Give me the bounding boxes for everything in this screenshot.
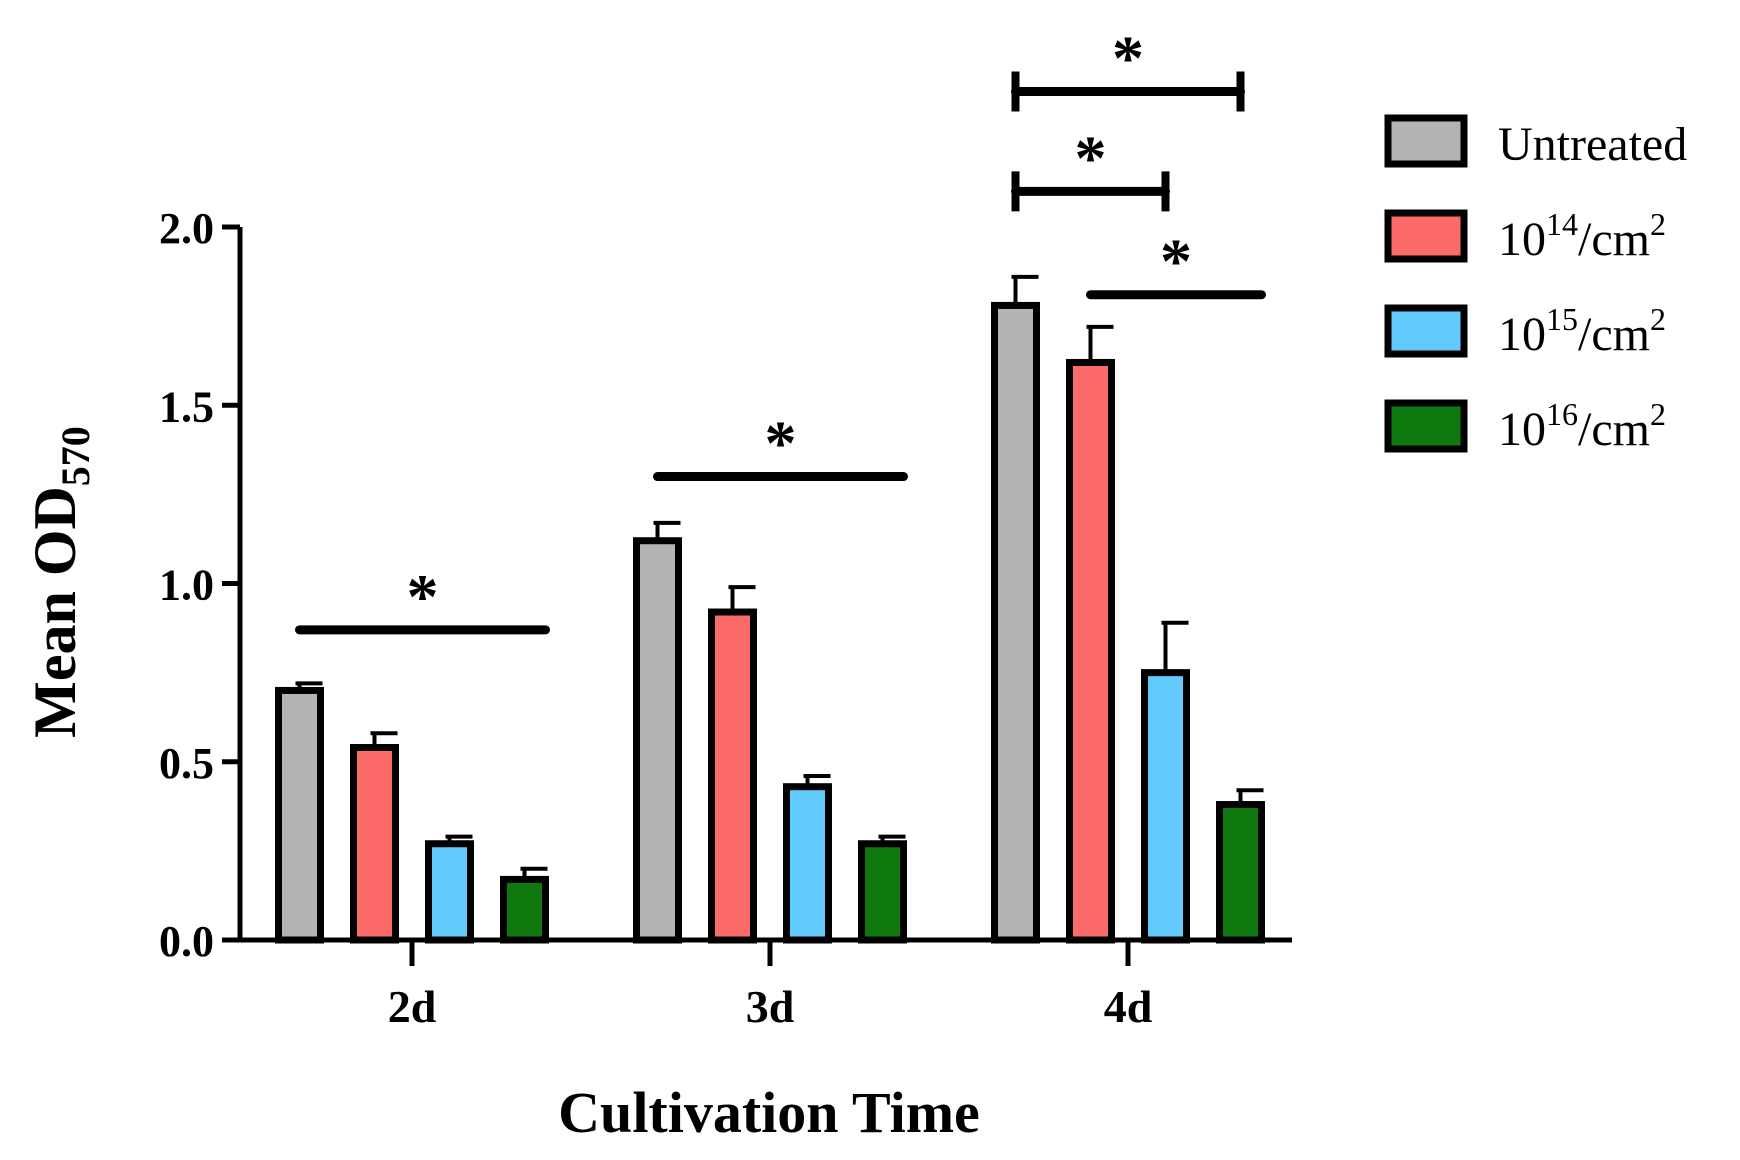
bar bbox=[708, 608, 757, 944]
legend-item: 1016/cm2 bbox=[1384, 396, 1666, 456]
significance-marker: * bbox=[653, 408, 908, 482]
significance-star: * bbox=[765, 408, 797, 479]
legend-swatch bbox=[1384, 209, 1468, 263]
bar bbox=[500, 875, 549, 944]
legend-item: Untreated bbox=[1384, 114, 1687, 171]
legend-swatch bbox=[1384, 114, 1468, 168]
significance-marker: * bbox=[1011, 122, 1170, 212]
y-tick-label: 0.5 bbox=[159, 739, 214, 788]
bar bbox=[425, 840, 474, 944]
y-tick-label: 1.5 bbox=[159, 382, 214, 431]
x-tick-label: 4d bbox=[1104, 981, 1153, 1032]
significance-star: * bbox=[1160, 226, 1192, 297]
bar bbox=[633, 537, 682, 944]
bar bbox=[783, 783, 832, 944]
significance-marker: * bbox=[1011, 23, 1245, 112]
y-tick-label: 2.0 bbox=[159, 204, 214, 253]
y-tick-label: 1.0 bbox=[159, 561, 214, 610]
legend-swatch bbox=[1384, 399, 1468, 453]
x-axis-label: Cultivation Time bbox=[558, 1080, 980, 1145]
bar bbox=[1216, 801, 1265, 944]
y-axis-label-base: Mean OD bbox=[22, 486, 88, 738]
y-axis-label-subscript: 570 bbox=[53, 426, 98, 486]
legend-label: Untreated bbox=[1498, 118, 1687, 171]
bar bbox=[1141, 669, 1190, 944]
x-tick-label: 3d bbox=[746, 981, 795, 1032]
significance-star: * bbox=[1112, 23, 1144, 94]
legend-item: 1015/cm2 bbox=[1384, 301, 1666, 361]
bar bbox=[350, 743, 399, 944]
legend-swatch bbox=[1384, 304, 1468, 358]
significance-star: * bbox=[407, 561, 439, 632]
y-axis-label: Mean OD570 bbox=[22, 426, 98, 738]
y-tick-label: 0.0 bbox=[159, 917, 214, 966]
significance-marker: * bbox=[1086, 226, 1266, 300]
legend-item: 1014/cm2 bbox=[1384, 206, 1666, 266]
legend-label: 1015/cm2 bbox=[1498, 301, 1666, 361]
bar bbox=[858, 840, 907, 944]
legend-label: 1014/cm2 bbox=[1498, 206, 1666, 266]
significance-marker: * bbox=[295, 561, 550, 635]
legend-label: 1016/cm2 bbox=[1498, 396, 1666, 456]
bar bbox=[275, 686, 324, 944]
significance-star: * bbox=[1075, 122, 1107, 193]
bar bbox=[991, 301, 1040, 944]
x-tick-label: 2d bbox=[388, 981, 437, 1032]
bar bbox=[1066, 358, 1115, 944]
